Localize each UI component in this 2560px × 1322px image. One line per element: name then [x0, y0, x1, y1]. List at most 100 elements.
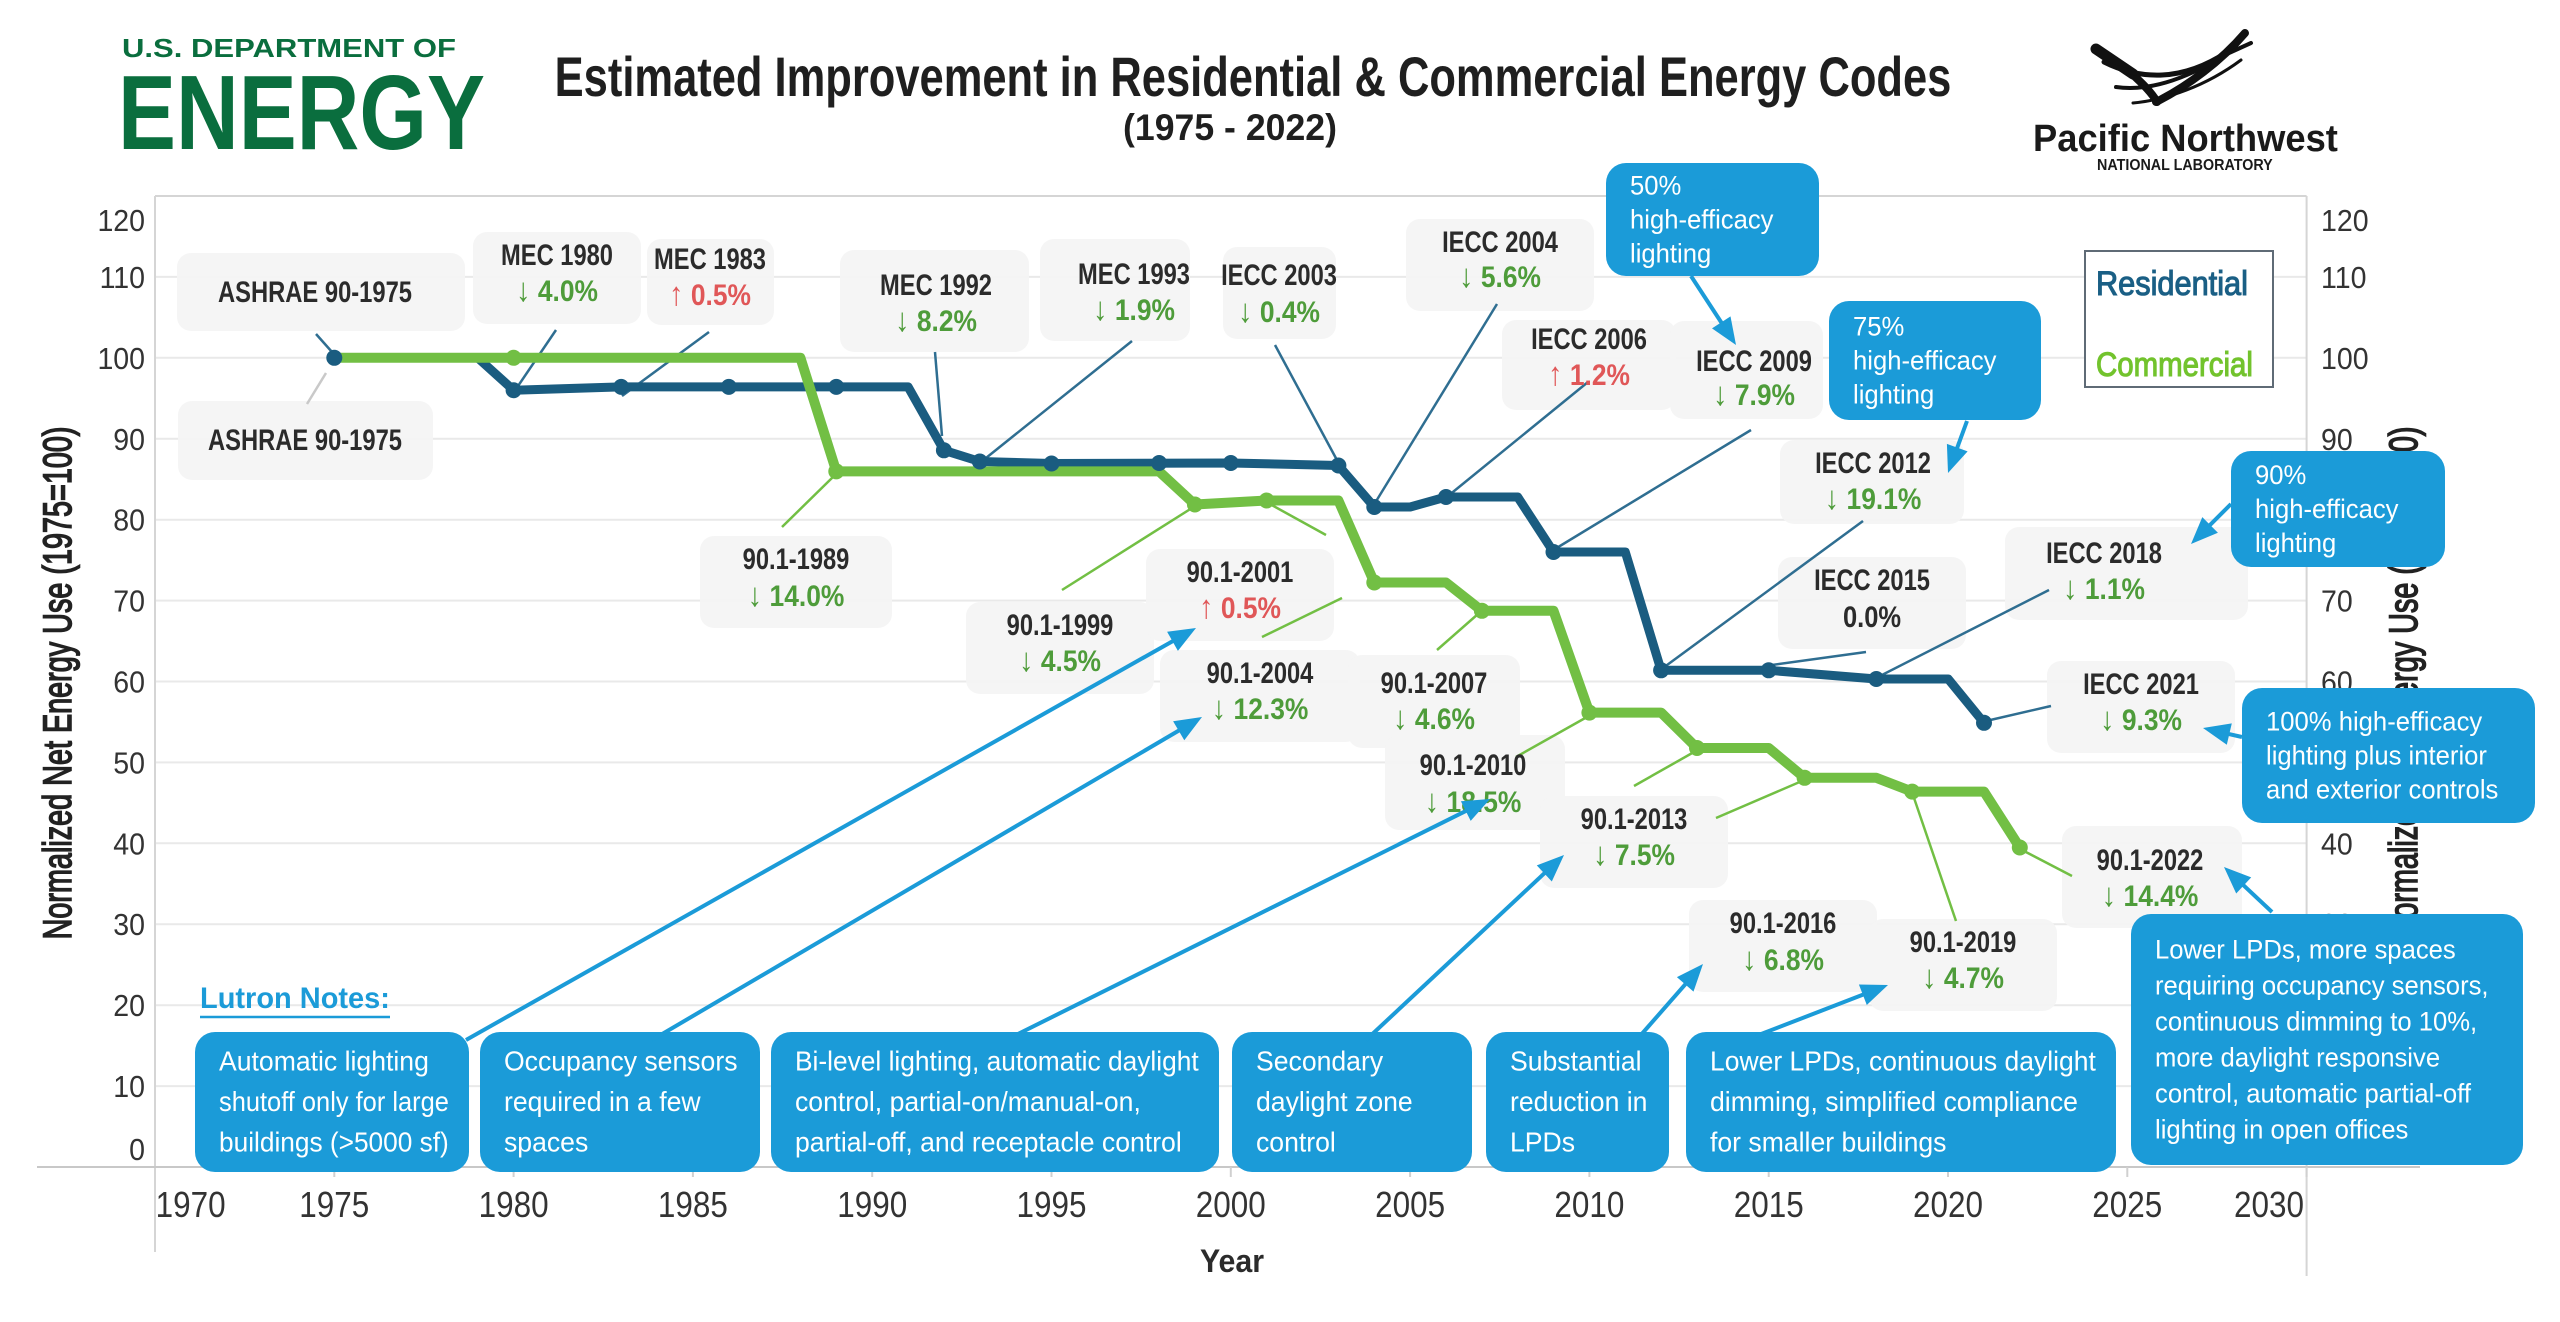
svg-text:IECC 2015: IECC 2015: [1814, 563, 1930, 596]
svg-text:100: 100: [97, 342, 145, 376]
svg-text:↓ 0.4%: ↓ 0.4%: [1238, 292, 1320, 329]
svg-text:IECC 2021: IECC 2021: [2083, 667, 2199, 700]
svg-text:Year: Year: [1200, 1243, 1264, 1279]
svg-text:110: 110: [100, 261, 145, 295]
svg-text:Secondary: Secondary: [1256, 1045, 1383, 1077]
svg-text:100: 100: [2321, 342, 2369, 376]
svg-text:1970: 1970: [156, 1185, 226, 1225]
svg-text:ENERGY: ENERGY: [118, 53, 485, 172]
svg-text:IECC 2003: IECC 2003: [1221, 258, 1337, 291]
svg-text:10: 10: [113, 1070, 145, 1104]
svg-text:120: 120: [97, 204, 145, 238]
svg-text:30: 30: [113, 908, 145, 942]
svg-text:lighting: lighting: [2255, 527, 2336, 558]
svg-text:↓ 5.6%: ↓ 5.6%: [1459, 257, 1541, 294]
svg-text:IECC 2009: IECC 2009: [1696, 344, 1812, 377]
svg-text:90.1-2022: 90.1-2022: [2097, 843, 2204, 876]
svg-text:2000: 2000: [1196, 1185, 1266, 1225]
svg-text:MEC 1992: MEC 1992: [880, 268, 992, 301]
svg-text:buildings (>5000 sf): buildings (>5000 sf): [219, 1126, 449, 1158]
svg-text:(1975 - 2022): (1975 - 2022): [1123, 106, 1337, 148]
svg-text:1975: 1975: [299, 1185, 369, 1225]
svg-text:Normalized Net Energy Use (197: Normalized Net Energy Use (1975=100): [35, 427, 80, 940]
svg-text:↓ 6.8%: ↓ 6.8%: [1742, 940, 1824, 977]
svg-text:↓ 4.0%: ↓ 4.0%: [516, 271, 598, 308]
svg-text:2020: 2020: [1913, 1185, 1983, 1225]
svg-text:0.0%: 0.0%: [1843, 600, 1901, 633]
svg-text:90%: 90%: [2255, 459, 2306, 490]
svg-text:↓ 4.6%: ↓ 4.6%: [1393, 699, 1475, 736]
svg-text:100% high-efficacy: 100% high-efficacy: [2266, 706, 2483, 737]
svg-text:lighting in open offices: lighting in open offices: [2155, 1114, 2408, 1145]
svg-text:NATIONAL LABORATORY: NATIONAL LABORATORY: [2097, 157, 2273, 175]
svg-text:MEC 1983: MEC 1983: [654, 242, 766, 275]
svg-text:↓ 14.0%: ↓ 14.0%: [748, 576, 845, 613]
svg-text:↑ 0.5%: ↑ 0.5%: [669, 275, 751, 312]
svg-text:requiring occupancy sensors,: requiring occupancy sensors,: [2155, 970, 2489, 1001]
svg-text:↓ 12.3%: ↓ 12.3%: [1212, 689, 1309, 726]
svg-text:lighting: lighting: [1630, 238, 1711, 269]
svg-text:ASHRAE 90-1975: ASHRAE 90-1975: [208, 423, 402, 456]
svg-text:Lutron Notes:: Lutron Notes:: [200, 982, 390, 1016]
svg-text:Pacific Northwest: Pacific Northwest: [2033, 116, 2338, 159]
svg-text:U.S. DEPARTMENT OF: U.S. DEPARTMENT OF: [122, 34, 456, 63]
svg-text:↑ 1.2%: ↑ 1.2%: [1548, 355, 1630, 392]
svg-text:daylight zone: daylight zone: [1256, 1085, 1413, 1117]
svg-text:lighting: lighting: [1853, 379, 1934, 410]
svg-text:2010: 2010: [1554, 1185, 1624, 1225]
svg-text:90: 90: [113, 423, 145, 457]
svg-text:IECC 2018: IECC 2018: [2046, 536, 2162, 569]
svg-text:Estimated Improvement in Resid: Estimated Improvement in Residential & C…: [555, 46, 1952, 109]
svg-text:Commercial: Commercial: [2096, 345, 2253, 383]
svg-text:50%: 50%: [1630, 170, 1681, 201]
svg-text:Occupancy sensors: Occupancy sensors: [504, 1045, 737, 1077]
svg-text:40: 40: [2321, 827, 2353, 861]
svg-text:↓ 19.1%: ↓ 19.1%: [1825, 479, 1922, 516]
svg-text:↓ 7.5%: ↓ 7.5%: [1593, 835, 1675, 872]
svg-text:Automatic lighting: Automatic lighting: [219, 1045, 429, 1077]
svg-text:90.1-1989: 90.1-1989: [743, 542, 850, 575]
svg-text:↓ 4.7%: ↓ 4.7%: [1922, 958, 2004, 995]
svg-text:more daylight responsive: more daylight responsive: [2155, 1042, 2440, 1073]
svg-text:Lower LPDs, continuous dayligh: Lower LPDs, continuous daylight: [1710, 1045, 2096, 1077]
svg-text:↓ 7.9%: ↓ 7.9%: [1713, 375, 1795, 412]
svg-text:↓ 14.4%: ↓ 14.4%: [2102, 876, 2199, 913]
svg-text:90.1-2007: 90.1-2007: [1381, 666, 1488, 699]
svg-text:80: 80: [113, 504, 145, 538]
svg-text:1980: 1980: [479, 1185, 549, 1225]
svg-text:120: 120: [2321, 204, 2369, 238]
svg-text:ASHRAE 90-1975: ASHRAE 90-1975: [218, 275, 412, 308]
svg-text:90.1-2010: 90.1-2010: [1420, 748, 1527, 781]
svg-text:and exterior controls: and exterior controls: [2266, 774, 2498, 805]
svg-text:90.1-1999: 90.1-1999: [1007, 608, 1114, 641]
svg-text:control, partial-on/manual-on,: control, partial-on/manual-on,: [795, 1085, 1141, 1117]
svg-text:90.1-2004: 90.1-2004: [1207, 656, 1314, 689]
svg-text:↓ 9.3%: ↓ 9.3%: [2100, 700, 2182, 737]
svg-text:40: 40: [113, 827, 145, 861]
svg-text:↓ 8.2%: ↓ 8.2%: [895, 301, 977, 338]
svg-text:lighting plus interior: lighting plus interior: [2266, 740, 2487, 771]
svg-text:90.1-2019: 90.1-2019: [1910, 925, 2017, 958]
svg-text:60: 60: [113, 665, 145, 699]
svg-text:2025: 2025: [2092, 1185, 2162, 1225]
svg-text:↑ 0.5%: ↑ 0.5%: [1199, 588, 1281, 625]
svg-text:for smaller buildings: for smaller buildings: [1710, 1126, 1946, 1158]
svg-text:Residential: Residential: [2096, 265, 2248, 303]
svg-text:continuous dimming to 10%,: continuous dimming to 10%,: [2155, 1006, 2477, 1037]
svg-text:high-efficacy: high-efficacy: [1853, 345, 1997, 376]
svg-text:70: 70: [113, 585, 145, 619]
svg-text:1995: 1995: [1017, 1185, 1087, 1225]
svg-text:reduction in: reduction in: [1510, 1085, 1647, 1117]
svg-text:MEC 1993: MEC 1993: [1078, 257, 1190, 290]
svg-text:↓ 1.1%: ↓ 1.1%: [2063, 569, 2145, 606]
svg-text:partial-off, and receptacle co: partial-off, and receptacle control: [795, 1126, 1182, 1158]
svg-text:75%: 75%: [1853, 311, 1904, 342]
svg-text:↓ 1.9%: ↓ 1.9%: [1093, 290, 1175, 327]
svg-text:high-efficacy: high-efficacy: [2255, 493, 2399, 524]
svg-text:0: 0: [129, 1133, 145, 1167]
svg-text:control, automatic partial-off: control, automatic partial-off: [2155, 1078, 2472, 1109]
svg-text:70: 70: [2321, 585, 2353, 619]
svg-text:90.1-2001: 90.1-2001: [1187, 555, 1294, 588]
svg-text:110: 110: [2321, 261, 2366, 295]
svg-text:control: control: [1256, 1126, 1336, 1158]
